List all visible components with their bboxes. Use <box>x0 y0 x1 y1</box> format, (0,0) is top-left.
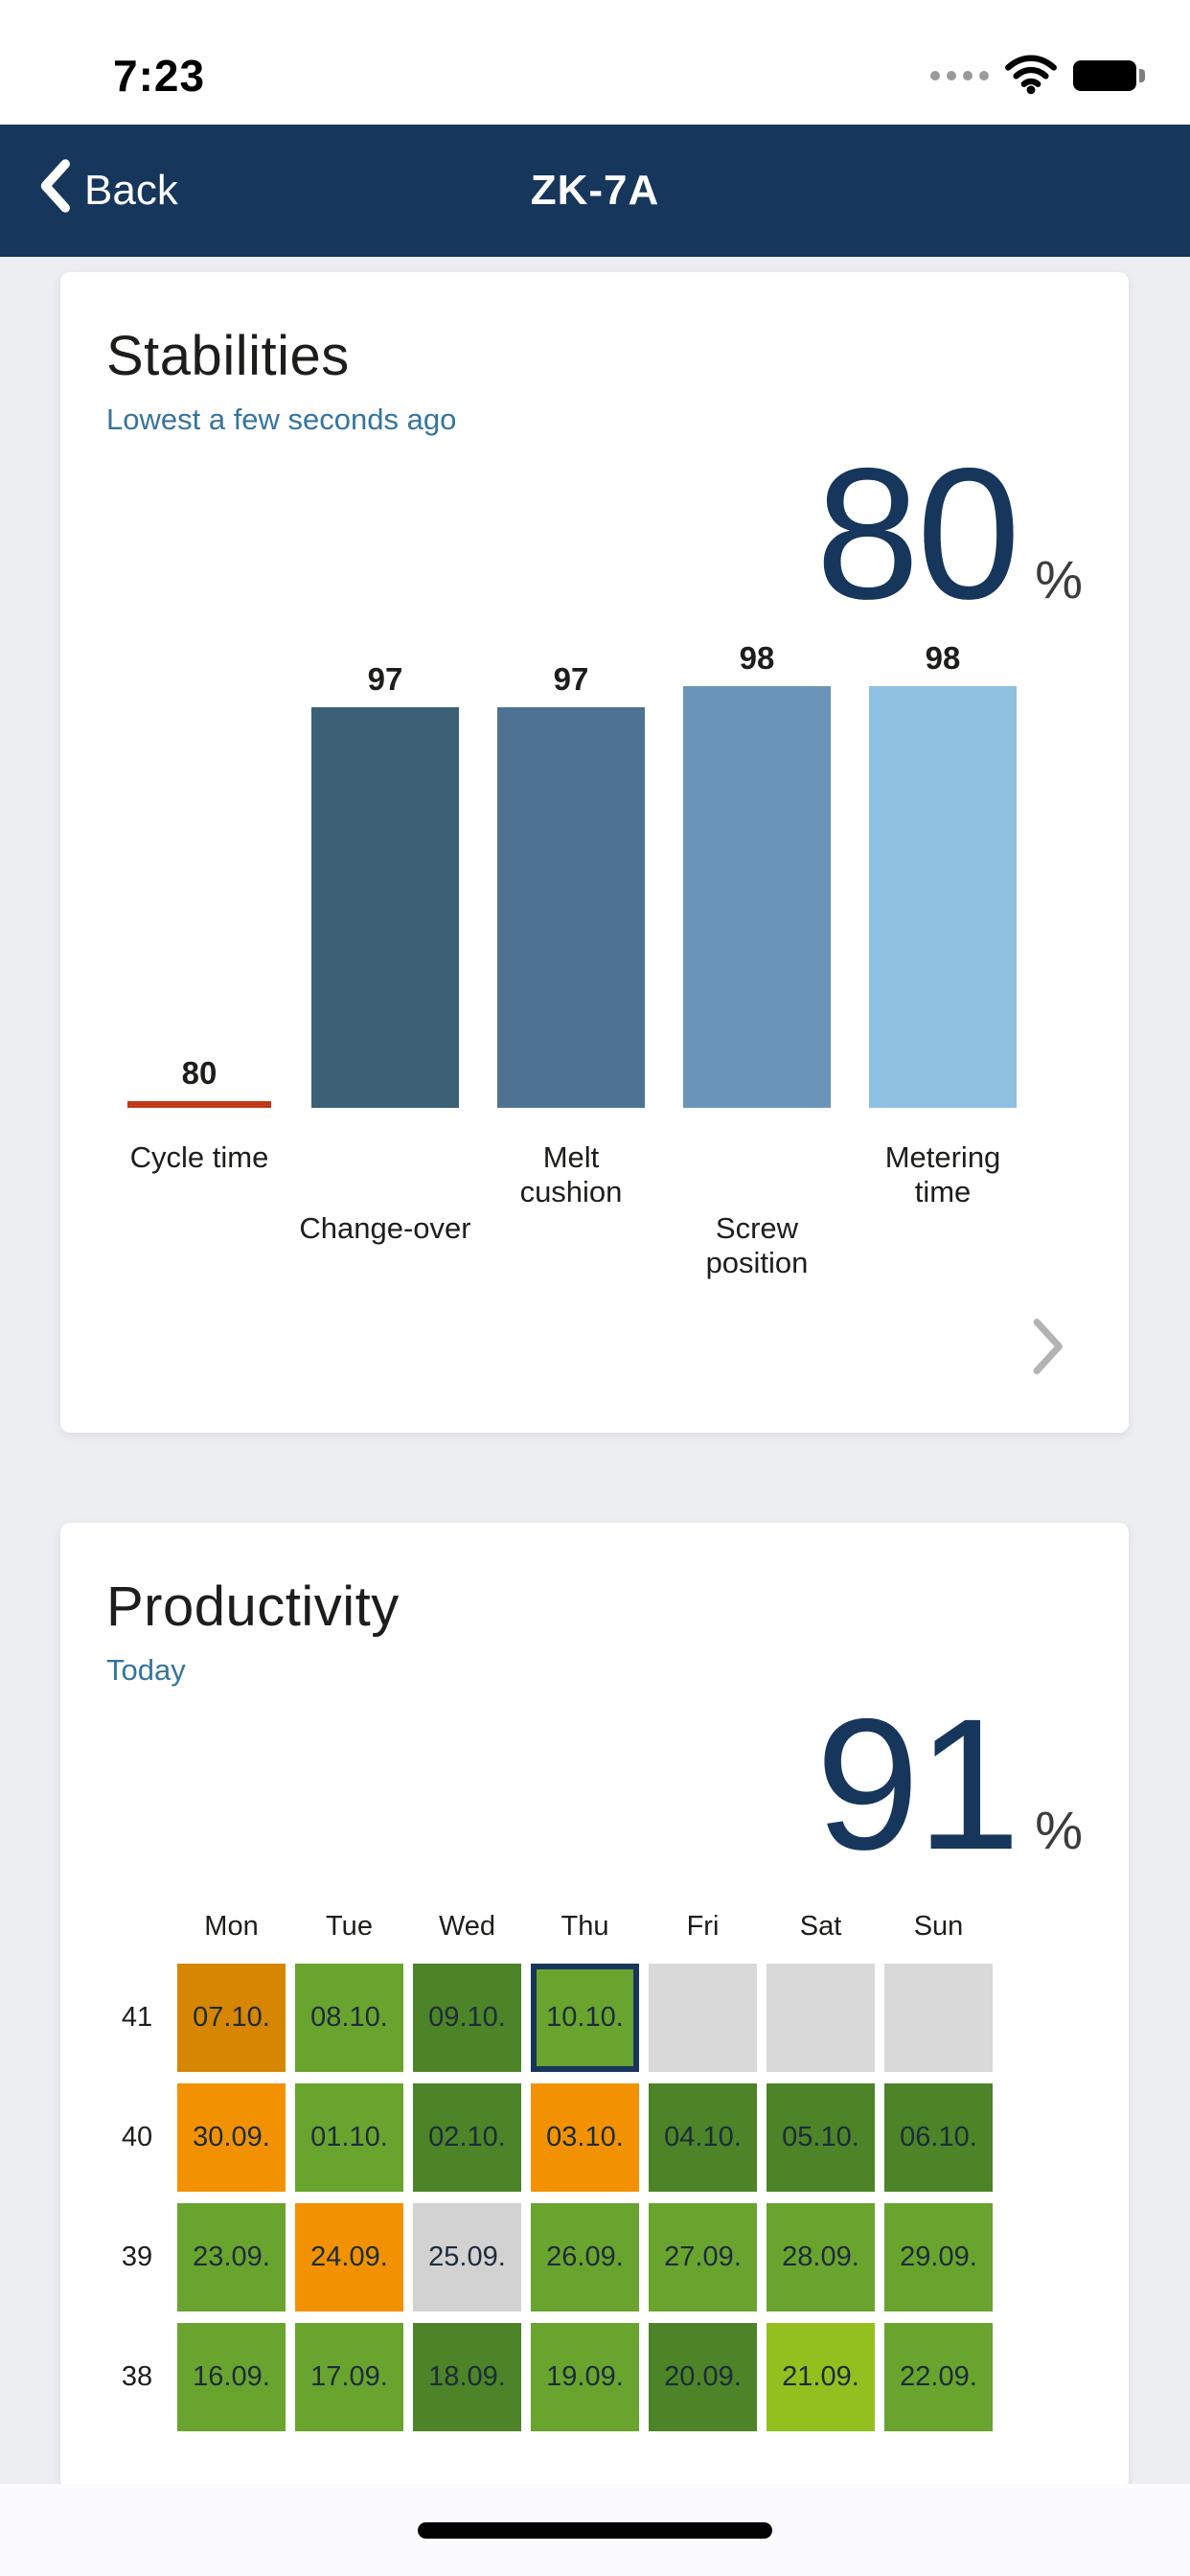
calendar-day-cell[interactable]: 16.09. <box>177 2322 286 2431</box>
status-time: 7:23 <box>113 51 206 101</box>
bar-value-label: 97 <box>367 660 403 697</box>
stability-chart-labels: Cycle time Change-over Melt cushion Screw pos… <box>106 1108 1083 1311</box>
calendar-day-cell[interactable]: 17.09. <box>295 2322 403 2431</box>
calendar-day-header: Mon <box>204 1910 259 1942</box>
productivity-subtitle: Today <box>106 1652 186 1687</box>
calendar-day-cell[interactable]: 21.09. <box>767 2322 875 2431</box>
cellular-signal-icon <box>930 71 989 80</box>
chart-column: 98 <box>850 640 1036 1108</box>
stability-value: 80 % <box>106 440 1083 627</box>
calendar-week-number: 41 <box>121 2001 153 2033</box>
calendar-day-cell[interactable]: 19.09. <box>531 2322 639 2431</box>
stabilities-title: Stabilities <box>106 325 350 387</box>
stability-bar <box>311 706 459 1108</box>
bar-value-label: 98 <box>739 639 775 676</box>
calendar-day-cell[interactable]: 07.10. <box>177 1963 286 2072</box>
chevron-right-icon[interactable] <box>1027 1317 1067 1381</box>
home-indicator-area <box>0 2484 1190 2576</box>
calendar-day-cell[interactable]: 18.09. <box>413 2322 521 2431</box>
chart-column: 80 <box>106 1055 292 1108</box>
calendar-day-cell[interactable]: 04.10. <box>649 2082 757 2192</box>
content-area: Stabilities Lowest a few seconds ago 80 … <box>0 257 1190 2489</box>
calendar-day-header: Wed <box>438 1910 496 1942</box>
status-icons <box>930 54 1145 99</box>
calendar-empty-cell <box>884 1963 993 2072</box>
calendar-day-header: Fri <box>686 1910 720 1942</box>
calendar-day-cell[interactable]: 09.10. <box>413 1963 521 2072</box>
productivity-value: 91 % <box>106 1690 1083 1877</box>
bar-category-label: Melt cushion <box>519 1139 623 1209</box>
productivity-percent-unit: % <box>1035 1799 1083 1860</box>
stabilities-more-row <box>106 1311 1083 1404</box>
calendar-day-cell[interactable]: 02.10. <box>413 2082 521 2192</box>
chevron-left-icon <box>38 158 71 223</box>
calendar-empty-cell <box>649 1963 757 2072</box>
wifi-icon <box>1004 54 1058 99</box>
bar-category-label: Metering time <box>884 1139 1001 1209</box>
calendar-day-header: Thu <box>561 1910 609 1942</box>
bar-value-label: 97 <box>553 660 589 697</box>
calendar-week-number: 38 <box>121 2360 153 2392</box>
bar-category-label: Change-over <box>299 1210 471 1245</box>
calendar-day-cell[interactable]: 05.10. <box>767 2082 875 2192</box>
calendar-day-cell[interactable]: 10.10. <box>531 1963 639 2072</box>
chart-column: 97 <box>478 661 664 1108</box>
stability-bar-chart: 80 97 97 98 98 <box>106 632 1083 1108</box>
status-bar: 7:23 <box>0 0 1190 125</box>
bar-category-label: Screw position <box>705 1210 809 1280</box>
bar-category-label: Cycle time <box>129 1139 269 1174</box>
productivity-title: Productivity <box>106 1575 400 1638</box>
calendar-day-cell[interactable]: 27.09. <box>649 2202 757 2312</box>
calendar-day-cell[interactable]: 08.10. <box>295 1963 403 2072</box>
calendar-day-cell[interactable]: 06.10. <box>884 2082 993 2192</box>
bar-value-label: 98 <box>925 639 961 676</box>
stability-bar <box>497 706 645 1108</box>
navigation-bar: ZK-7A Back <box>0 125 1190 257</box>
stability-percent-number: 80 <box>815 428 1020 638</box>
chart-column: 98 <box>664 640 850 1108</box>
calendar-day-cell[interactable]: 01.10. <box>295 2082 403 2192</box>
low-value-line <box>127 1100 271 1108</box>
home-indicator[interactable] <box>418 2521 772 2539</box>
productivity-calendar: Mon Tue Wed Thu Fri Sat Sun 41 07.10. 08.10. 09.10… <box>106 1908 1083 2460</box>
stability-percent-unit: % <box>1035 548 1083 610</box>
stability-bar <box>869 685 1017 1108</box>
calendar-day-header: Sun <box>913 1910 964 1942</box>
calendar-day-cell[interactable]: 20.09. <box>649 2322 757 2431</box>
calendar-day-cell[interactable]: 24.09. <box>295 2202 403 2312</box>
productivity-percent-number: 91 <box>815 1679 1020 1889</box>
calendar-day-cell[interactable]: 25.09. <box>413 2202 521 2312</box>
battery-icon <box>1073 60 1145 91</box>
back-button-label: Back <box>84 167 178 214</box>
calendar-day-cell[interactable]: 22.09. <box>884 2322 993 2431</box>
calendar-day-cell[interactable]: 23.09. <box>177 2202 286 2312</box>
stability-bar <box>683 685 831 1108</box>
chart-column: 97 <box>292 661 478 1108</box>
stabilities-subtitle: Lowest a few seconds ago <box>106 402 457 436</box>
calendar-day-cell[interactable]: 29.09. <box>884 2202 993 2312</box>
calendar-empty-cell <box>767 1963 875 2072</box>
calendar-day-cell[interactable]: 03.10. <box>531 2082 639 2192</box>
bar-value-label: 80 <box>181 1054 217 1091</box>
back-button[interactable]: Back <box>38 158 178 223</box>
productivity-card[interactable]: Productivity Today 91 % Mon Tue Wed Thu Fri S… <box>60 1522 1129 2489</box>
calendar-day-cell[interactable]: 26.09. <box>531 2202 639 2312</box>
stabilities-card[interactable]: Stabilities Lowest a few seconds ago 80 … <box>60 272 1129 1433</box>
calendar-week-number: 39 <box>121 2241 153 2272</box>
calendar-week-number: 40 <box>121 2121 153 2152</box>
calendar-day-cell[interactable]: 28.09. <box>767 2202 875 2312</box>
calendar-day-header: Tue <box>326 1910 373 1942</box>
calendar-day-cell[interactable]: 30.09. <box>177 2082 286 2192</box>
page-title: ZK-7A <box>530 167 660 214</box>
calendar-day-header: Sat <box>799 1910 842 1942</box>
